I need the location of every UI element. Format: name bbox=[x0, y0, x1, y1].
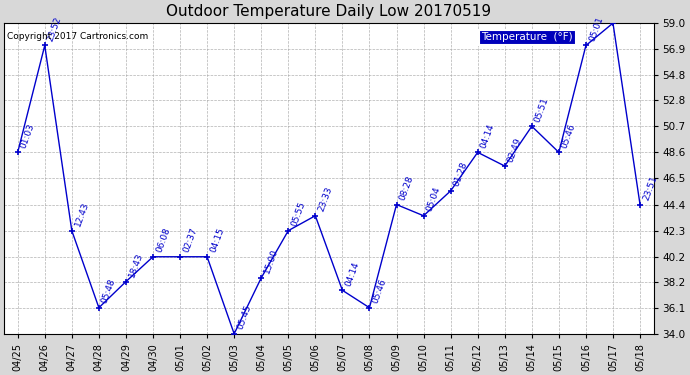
Text: 05:48: 05:48 bbox=[100, 278, 117, 305]
Title: Outdoor Temperature Daily Low 20170519: Outdoor Temperature Daily Low 20170519 bbox=[166, 4, 491, 19]
Text: 05:04: 05:04 bbox=[425, 186, 442, 213]
Text: 23:33: 23:33 bbox=[317, 186, 334, 213]
Text: 06:08: 06:08 bbox=[155, 226, 172, 254]
Text: 05:45: 05:45 bbox=[235, 304, 253, 331]
Text: 02:37: 02:37 bbox=[181, 227, 199, 254]
Text: 18:43: 18:43 bbox=[128, 252, 145, 279]
Text: 08:28: 08:28 bbox=[398, 174, 415, 202]
Text: 04:15: 04:15 bbox=[208, 227, 226, 254]
Text: 05:46: 05:46 bbox=[560, 122, 578, 150]
Text: 01:28: 01:28 bbox=[452, 161, 469, 188]
Text: 04:14: 04:14 bbox=[479, 122, 496, 150]
Text: 01:03: 01:03 bbox=[19, 122, 37, 150]
Text: 05:46: 05:46 bbox=[371, 278, 388, 305]
Text: 04:14: 04:14 bbox=[344, 260, 361, 288]
Text: 23:51: 23:51 bbox=[642, 174, 659, 202]
Text: Copyright 2017 Cartronics.com: Copyright 2017 Cartronics.com bbox=[8, 32, 148, 41]
Text: 23:52: 23:52 bbox=[46, 15, 63, 43]
Text: 05:01: 05:01 bbox=[587, 15, 604, 43]
Text: 05:51: 05:51 bbox=[533, 96, 551, 123]
Text: 15:00: 15:00 bbox=[263, 248, 280, 275]
Text: 12:43: 12:43 bbox=[73, 201, 90, 228]
Text: Temperature  (°F): Temperature (°F) bbox=[482, 32, 573, 42]
Text: 02:49: 02:49 bbox=[506, 136, 523, 163]
Text: 05:55: 05:55 bbox=[290, 201, 307, 228]
